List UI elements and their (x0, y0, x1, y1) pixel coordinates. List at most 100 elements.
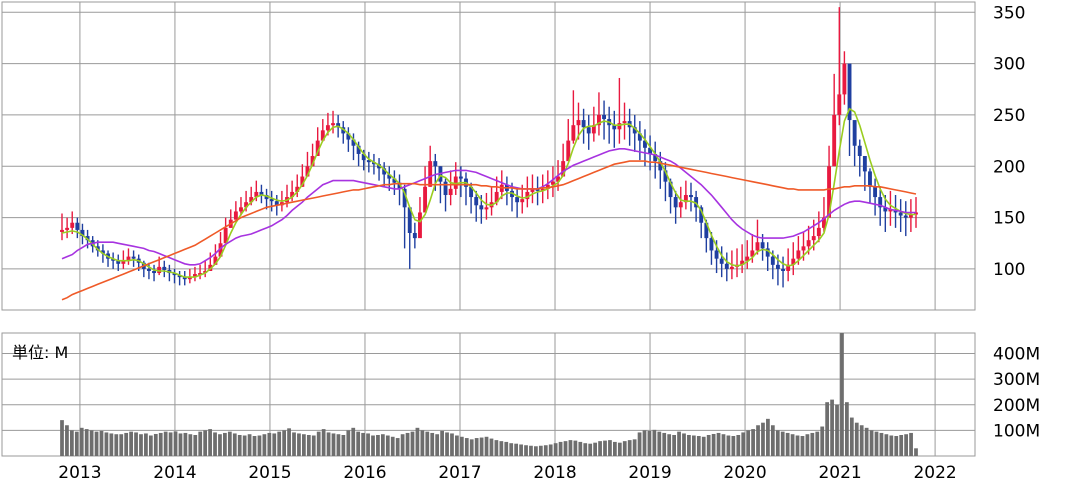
volume-bar (247, 434, 252, 456)
volume-bar (845, 402, 849, 456)
candle-down (469, 186, 474, 198)
volume-bar (158, 432, 163, 456)
price-y-label-250: 250 (993, 106, 1025, 126)
candle-down (336, 123, 341, 128)
volume-bar (257, 435, 262, 456)
candle-up (218, 243, 223, 257)
volume-bar (302, 434, 306, 456)
volume-bar (538, 445, 543, 456)
candle-down (162, 266, 167, 270)
volume-bar (346, 430, 351, 456)
volume-bar (687, 434, 691, 456)
volume-bar (825, 402, 830, 456)
candle-up (494, 191, 499, 203)
volume-bar (583, 443, 588, 456)
candle-down (760, 242, 765, 249)
candle-up (617, 123, 622, 130)
candle-down (903, 215, 908, 218)
volume-bar (361, 432, 365, 456)
x-tick-label-2019: 2019 (628, 463, 671, 483)
volume-y-label-400: 400M (993, 345, 1040, 365)
candle-up (791, 258, 796, 265)
volume-bar (450, 433, 454, 456)
volume-bar (499, 441, 504, 456)
volume-bar (474, 438, 479, 456)
candle-up (60, 229, 64, 232)
candle-up (561, 161, 566, 177)
volume-bar (568, 440, 573, 456)
volume-bar (558, 441, 563, 456)
volume-bar (459, 436, 464, 456)
volume-bar (415, 427, 420, 456)
volume-bar (336, 434, 341, 456)
volume-bar (469, 439, 474, 456)
volume-bar (252, 436, 257, 456)
volume-bar (874, 431, 879, 456)
candle-down (653, 153, 658, 162)
volume-bar (573, 440, 578, 456)
candle-down (714, 250, 719, 259)
volume-bar (514, 443, 519, 456)
volume-bar (904, 434, 909, 456)
volume-bar (662, 432, 667, 456)
volume-bar (706, 434, 711, 456)
volume-bar (652, 429, 657, 456)
candle-down (116, 260, 121, 264)
x-tick-label-2017: 2017 (438, 463, 481, 483)
volume-bar (815, 431, 820, 456)
x-tick-label-2018: 2018 (533, 463, 576, 483)
volume-bar (721, 434, 726, 456)
volume-bar (242, 435, 247, 456)
volume-bar (484, 436, 489, 456)
candle-up (888, 209, 893, 212)
candle-up (540, 188, 545, 191)
candle-up (729, 266, 734, 269)
volume-bar (445, 432, 449, 456)
candle-down (474, 197, 479, 206)
candle-down (873, 186, 878, 198)
volume-bar (563, 441, 568, 456)
volume-bar (608, 440, 612, 456)
volume-bar (178, 433, 183, 456)
volume-bar (188, 434, 193, 456)
candle-down (694, 197, 699, 208)
volume-bar (371, 435, 375, 456)
volume-bar (534, 446, 538, 456)
candle-up (786, 264, 791, 271)
candle-down (458, 176, 463, 179)
volume-bar (163, 431, 168, 456)
volume-bar (613, 441, 617, 456)
candle-down (264, 195, 269, 200)
candle-up (484, 207, 489, 210)
candle-down (510, 190, 514, 198)
candle-up (300, 176, 305, 187)
volume-bar (183, 432, 188, 456)
volume-bar (884, 434, 889, 456)
volume-bar (657, 431, 662, 456)
candle-down (75, 222, 80, 230)
volume-bar (124, 432, 129, 456)
volume-bar (504, 441, 509, 456)
candle-down (111, 258, 116, 261)
volume-bar (208, 429, 212, 456)
candle-up (530, 188, 535, 192)
candle-down (392, 178, 397, 183)
candle-up (187, 277, 192, 280)
volume-bar (282, 430, 287, 456)
candle-up (290, 191, 295, 198)
candles (60, 7, 918, 288)
candle-up (157, 266, 162, 274)
candle-up (745, 256, 750, 261)
volume-bar (509, 443, 514, 456)
candle-down (182, 277, 187, 280)
candle-up (70, 222, 75, 228)
volume-bar (889, 435, 894, 456)
candle-down (407, 207, 412, 233)
volume-bar (770, 425, 775, 456)
volume-bar (213, 432, 217, 456)
volume-bar (741, 432, 746, 456)
volume-bar (543, 445, 548, 456)
volume-bar (603, 440, 607, 456)
volume-bar (420, 430, 425, 456)
price-y-label-100: 100 (993, 260, 1025, 280)
